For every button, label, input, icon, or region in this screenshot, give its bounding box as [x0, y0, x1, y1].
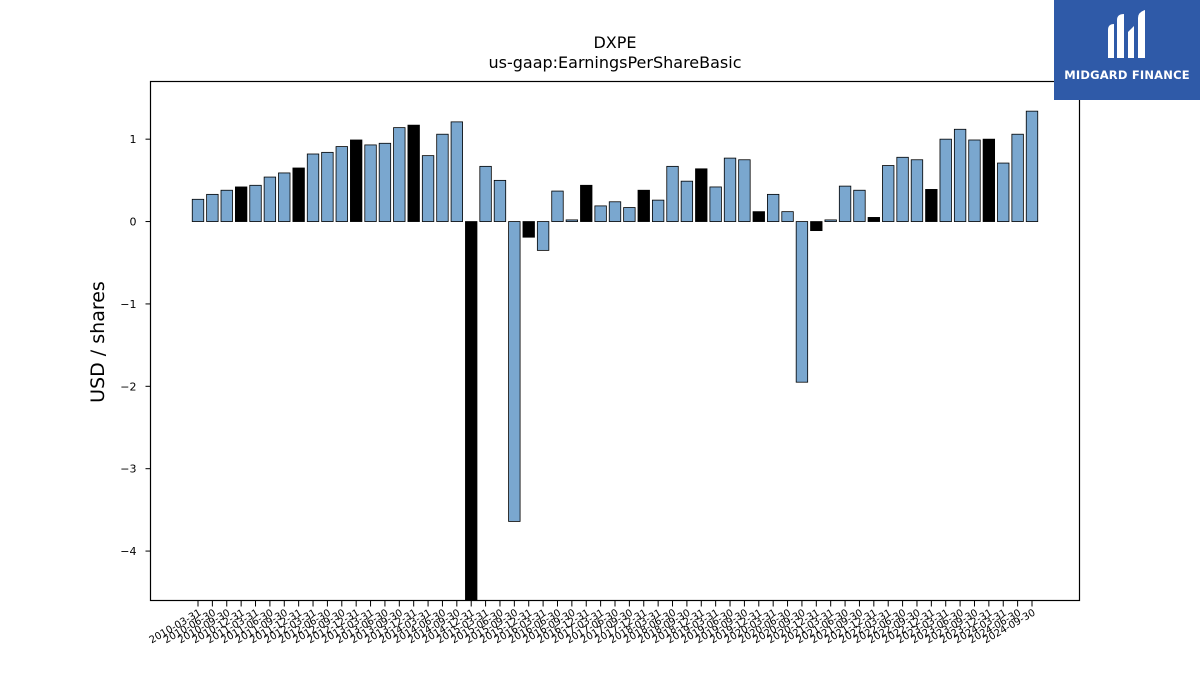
- bar-2024-06-30: [1011, 133, 1024, 222]
- bar-2011-03-31: [249, 184, 262, 222]
- bar-2017-06-30: [608, 201, 622, 222]
- bar-2012-03-31: [306, 153, 320, 222]
- bar-2010-06-30: [206, 193, 219, 222]
- bar-2019-12-31: [752, 211, 765, 222]
- bar-2011-12-31: [292, 167, 305, 222]
- bar-2020-03-31: [767, 193, 780, 222]
- plot-frame: [149, 80, 1081, 602]
- bar-2011-06-30: [263, 176, 277, 222]
- y-tick-label: −4: [120, 545, 136, 558]
- brand-name: MIDGARD FINANCE: [1064, 68, 1190, 82]
- brand-logo: MIDGARD FINANCE: [1054, 0, 1200, 100]
- bar-2015-06-30: [493, 179, 507, 222]
- y-axis-label: USD / shares: [87, 281, 109, 403]
- bar-2014-09-30: [450, 121, 463, 222]
- bar-2020-09-30: [795, 221, 809, 383]
- midgard-m-icon: [1108, 10, 1145, 58]
- bar-2022-06-30: [896, 156, 909, 222]
- bar-2021-09-30: [853, 189, 866, 222]
- bar-2020-06-30: [781, 211, 794, 222]
- bar-2024-09-30: [1025, 110, 1039, 222]
- chart-title: DXPE: [593, 33, 636, 52]
- bar-2018-09-30: [680, 180, 694, 222]
- bar-2019-09-30: [738, 159, 751, 222]
- y-axis-ticks: 1 0 −1 −2 −3 −4: [120, 133, 151, 558]
- bar-2024-03-31: [997, 162, 1010, 222]
- x-axis-ticks: 2010-03-312010-06-302010-09-302010-12-31…: [148, 600, 1038, 646]
- y-tick-label: −3: [120, 463, 136, 476]
- bar-2021-03-31: [824, 219, 837, 222]
- bar-2016-12-31: [580, 184, 593, 222]
- bar-2023-06-30: [953, 128, 967, 222]
- bar-2012-09-30: [335, 146, 348, 222]
- bar-2012-06-30: [321, 151, 334, 222]
- bar-2023-12-31: [982, 138, 996, 222]
- bar-2022-03-31: [882, 165, 895, 222]
- bar-2017-03-31: [594, 205, 607, 222]
- bar-2010-03-31: [191, 198, 205, 222]
- y-tick-label: −1: [120, 298, 136, 311]
- bar-2013-03-31: [364, 144, 377, 222]
- bar-2016-06-30: [551, 190, 564, 222]
- bar-2023-03-31: [939, 138, 952, 222]
- bar-2021-12-31: [867, 217, 880, 222]
- bar-2020-12-31: [810, 221, 823, 232]
- bar-2019-03-31: [709, 186, 722, 222]
- bar-2021-06-30: [838, 185, 852, 222]
- bar-2017-09-30: [623, 207, 636, 222]
- bar-2018-12-31: [695, 168, 708, 222]
- bar-2022-12-31: [925, 189, 938, 222]
- bar-2014-03-31: [421, 155, 435, 222]
- bar-2010-09-30: [220, 189, 233, 222]
- bar-2017-12-31: [637, 189, 650, 222]
- y-tick-label: 1: [130, 133, 137, 146]
- bar-2012-12-31: [350, 139, 363, 222]
- bar-2018-03-31: [651, 199, 665, 222]
- bar-2013-06-30: [378, 142, 392, 222]
- bar-2015-12-31: [522, 221, 535, 238]
- bar-2015-09-30: [508, 221, 521, 522]
- bar-2023-09-30: [968, 139, 981, 222]
- bar-2018-06-30: [666, 165, 679, 222]
- bar-2011-09-30: [278, 172, 291, 222]
- bar-2015-03-31: [479, 165, 492, 222]
- bar-2014-06-30: [436, 133, 449, 222]
- bar-series: [191, 110, 1039, 601]
- bar-2019-06-30: [723, 157, 737, 222]
- bar-2013-09-30: [393, 127, 406, 222]
- chart-subtitle: us-gaap:EarningsPerShareBasic: [488, 53, 741, 72]
- bar-2022-09-30: [910, 159, 924, 222]
- bar-2016-09-30: [565, 219, 579, 222]
- bar-2010-12-31: [234, 186, 248, 222]
- y-tick-label: 0: [130, 216, 137, 229]
- bar-2014-12-31: [465, 221, 478, 601]
- bar-2013-12-31: [407, 124, 420, 222]
- y-tick-label: −2: [120, 380, 136, 393]
- bar-2016-03-31: [536, 221, 550, 251]
